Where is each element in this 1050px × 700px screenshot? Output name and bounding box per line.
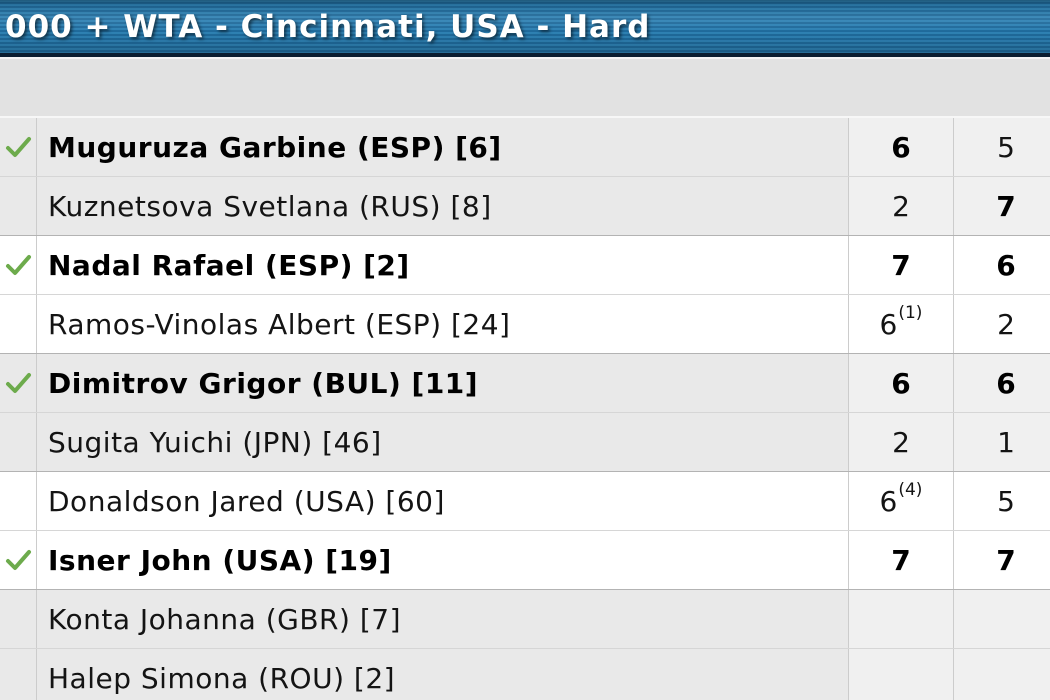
match: Dimitrov Grigor (BUL) [11] 6 6 Sugita Yuich…	[0, 354, 1050, 472]
winner-check-cell	[0, 531, 37, 589]
winner-check-icon	[5, 372, 32, 394]
match: Donaldson Jared (USA) [60] 6 (4) 5 Isner Joh…	[0, 472, 1050, 590]
player-name: Dimitrov Grigor (BUL) [11]	[37, 354, 849, 412]
player-name: Ramos-Vinolas Albert (ESP) [24]	[37, 295, 849, 353]
tiebreak-score: (1)	[898, 303, 923, 323]
player-name: Muguruza Garbine (ESP) [6]	[37, 118, 849, 176]
matches-table: Muguruza Garbine (ESP) [6] 6 5 Kuznetsova S…	[0, 118, 1050, 700]
set1-score: 7	[849, 531, 954, 589]
player-row[interactable]: Halep Simona (ROU) [2]	[0, 648, 1050, 700]
set2-score: 2	[954, 295, 1050, 353]
player-name: Konta Johanna (GBR) [7]	[37, 590, 849, 648]
set2-score: 5	[954, 472, 1050, 530]
set1-score: 7	[849, 236, 954, 294]
player-row[interactable]: Ramos-Vinolas Albert (ESP) [24] 6 (1) 2	[0, 294, 1050, 353]
set1-score	[849, 590, 954, 648]
player-name: Kuznetsova Svetlana (RUS) [8]	[37, 177, 849, 235]
header-divider-line	[0, 57, 1050, 59]
player-name: Nadal Rafael (ESP) [2]	[37, 236, 849, 294]
set2-score: 7	[954, 531, 1050, 589]
player-row[interactable]: Sugita Yuichi (JPN) [46] 2 1	[0, 412, 1050, 471]
player-name: Isner John (USA) [19]	[37, 531, 849, 589]
tournament-header[interactable]: 000 + WTA - Cincinnati, USA - Hard	[0, 0, 1050, 57]
table-top-line	[0, 116, 1050, 118]
set2-score: 6	[954, 236, 1050, 294]
winner-check-cell	[0, 118, 37, 176]
match: Muguruza Garbine (ESP) [6] 6 5 Kuznetsova S…	[0, 118, 1050, 236]
winner-check-cell	[0, 472, 37, 530]
player-row[interactable]: Isner John (USA) [19] 7 7	[0, 530, 1050, 589]
winner-check-cell	[0, 354, 37, 412]
set1-score: 6 (4)	[849, 472, 954, 530]
set1-score: 6	[849, 118, 954, 176]
player-row[interactable]: Muguruza Garbine (ESP) [6] 6 5	[0, 118, 1050, 176]
player-row[interactable]: Konta Johanna (GBR) [7]	[0, 590, 1050, 648]
winner-check-cell	[0, 649, 37, 700]
winner-check-cell	[0, 295, 37, 353]
player-row[interactable]: Dimitrov Grigor (BUL) [11] 6 6	[0, 354, 1050, 412]
winner-check-cell	[0, 236, 37, 294]
set2-score: 1	[954, 413, 1050, 471]
set2-score	[954, 649, 1050, 700]
winner-check-icon	[5, 136, 32, 158]
match: Konta Johanna (GBR) [7] Halep Simona (ROU…	[0, 590, 1050, 700]
winner-check-icon	[5, 254, 32, 276]
set1-score: 6	[849, 354, 954, 412]
set2-score: 7	[954, 177, 1050, 235]
player-row[interactable]: Donaldson Jared (USA) [60] 6 (4) 5	[0, 472, 1050, 530]
winner-check-cell	[0, 413, 37, 471]
spacer-band	[0, 59, 1050, 116]
set2-score: 5	[954, 118, 1050, 176]
set1-score: 6 (1)	[849, 295, 954, 353]
set2-score	[954, 590, 1050, 648]
set1-score: 2	[849, 177, 954, 235]
match: Nadal Rafael (ESP) [2] 7 6 Ramos-Vinolas Al…	[0, 236, 1050, 354]
winner-check-cell	[0, 590, 37, 648]
player-name: Sugita Yuichi (JPN) [46]	[37, 413, 849, 471]
player-name: Donaldson Jared (USA) [60]	[37, 472, 849, 530]
set1-score	[849, 649, 954, 700]
set1-score: 2	[849, 413, 954, 471]
tournament-title[interactable]: 000 + WTA - Cincinnati, USA - Hard	[5, 8, 651, 45]
player-row[interactable]: Nadal Rafael (ESP) [2] 7 6	[0, 236, 1050, 294]
player-row[interactable]: Kuznetsova Svetlana (RUS) [8] 2 7	[0, 176, 1050, 235]
player-name: Halep Simona (ROU) [2]	[37, 649, 849, 700]
set2-score: 6	[954, 354, 1050, 412]
tiebreak-score: (4)	[898, 480, 923, 500]
winner-check-cell	[0, 177, 37, 235]
winner-check-icon	[5, 549, 32, 571]
